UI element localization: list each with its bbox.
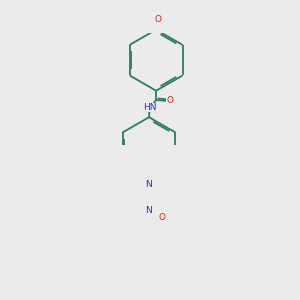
Text: HN: HN bbox=[143, 103, 156, 112]
Text: O: O bbox=[167, 96, 173, 105]
Text: N: N bbox=[146, 206, 152, 215]
Text: N: N bbox=[146, 180, 152, 189]
Text: O: O bbox=[154, 15, 162, 24]
Text: O: O bbox=[158, 213, 165, 222]
